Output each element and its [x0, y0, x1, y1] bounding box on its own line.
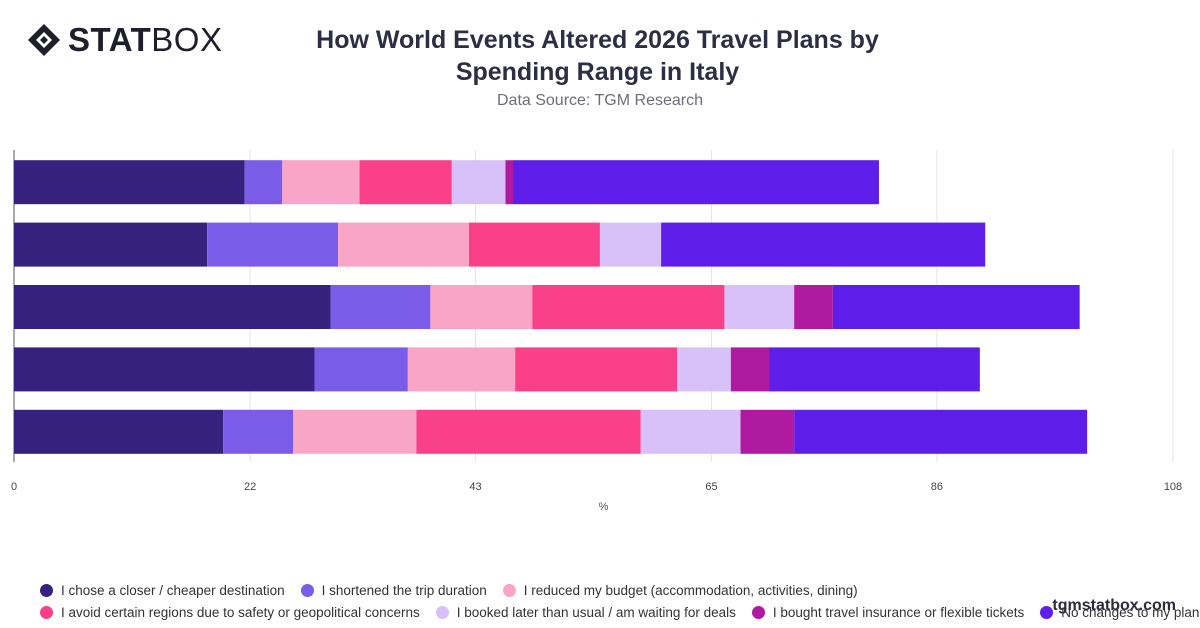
diamond-logo-icon: [28, 24, 60, 56]
chart-title-line-2: Spending Range in Italy: [455, 58, 740, 86]
legend-label: No changes to my plans: [1061, 604, 1200, 620]
chart-title-line-1: How World Events Altered 2026 Travel Pla…: [316, 26, 879, 54]
bar-segment-4: [359, 160, 452, 205]
legend-label: I reduced my budget (accommodation, acti…: [523, 582, 858, 598]
legend-item[interactable]: I bought travel insurance or flexible ti…: [751, 604, 1025, 620]
bar-segment-2: [314, 347, 408, 392]
legend-item[interactable]: I reduced my budget (accommodation, acti…: [502, 582, 858, 598]
bar-segment-7: [661, 222, 986, 267]
bar-segment-2: [207, 222, 339, 267]
bar-segment-6: [794, 285, 833, 329]
bar-segment-2: [223, 409, 294, 454]
x-tick-label: 86: [931, 481, 943, 493]
legend-item[interactable]: I avoid certain regions due to safety or…: [40, 605, 420, 620]
bar-segment-7: [794, 409, 1088, 454]
bar-segment-2: [244, 160, 283, 205]
bar-segment-7: [513, 160, 879, 205]
legend-dot-icon: [40, 605, 53, 619]
legend-dot-icon: [751, 605, 765, 619]
legend-label: I chose a closer / cheaper destination: [61, 582, 285, 598]
bar-segment-5: [677, 347, 731, 392]
legend-dot-icon: [435, 605, 449, 619]
bar-segment-3: [293, 409, 417, 454]
logo-text-box: BOX: [151, 21, 223, 58]
x-tick-label: 22: [244, 481, 256, 493]
bar-segment-5: [724, 285, 795, 329]
chart-title: How World Events Altered 2026 Travel Pla…: [250, 24, 945, 88]
bar-segment-7: [769, 347, 980, 392]
bar-segment-6: [740, 409, 795, 454]
bar-segment-5: [451, 160, 506, 205]
legend-label: I bought travel insurance or flexible ti…: [772, 604, 1025, 620]
bar-segment-3: [338, 222, 470, 267]
legend-item[interactable]: I booked later than usual / am waiting f…: [435, 604, 736, 620]
x-tick-label: 43: [469, 481, 481, 493]
legend-label: I avoid certain regions due to safety or…: [61, 604, 420, 620]
x-axis-label: %: [599, 501, 609, 513]
watermark: tgmstatbox.com: [1052, 597, 1176, 614]
bar-segment-4: [515, 347, 678, 392]
bar-segment-5: [640, 409, 741, 454]
legend-row: I avoid certain regions due to safety or…: [40, 601, 1200, 623]
bar-segment-4: [416, 409, 641, 454]
legend-label: I booked later than usual / am waiting f…: [456, 604, 736, 620]
legend-row: I chose a closer / cheaper destination I …: [40, 579, 1180, 601]
bar-segment-1: [14, 222, 208, 267]
legend-dot-icon: [502, 583, 516, 597]
bar-segment-7: [832, 285, 1080, 329]
bar-segment-6: [730, 347, 770, 392]
bar-segment-4: [532, 285, 725, 329]
bar-segment-1: [14, 409, 224, 454]
legend-dot-icon: [40, 583, 53, 597]
logo-text-stat: STAT: [68, 21, 152, 58]
bar-segment-5: [599, 222, 662, 267]
x-tick-label: 65: [705, 481, 717, 493]
legend-dot-icon: [300, 583, 314, 597]
bar-segment-2: [330, 285, 431, 329]
x-tick-label: 0: [11, 481, 17, 493]
bar-segment-1: [14, 285, 331, 329]
legend-item[interactable]: I shortened the trip duration: [300, 582, 487, 598]
x-tick-label: 108: [1164, 481, 1182, 493]
chart-legend: I chose a closer / cheaper destination I …: [40, 579, 1200, 623]
legend-dot-icon: [1040, 605, 1054, 619]
statbox-logo: STATBOX: [26, 22, 222, 58]
bar-segment-3: [282, 160, 360, 205]
stacked-bar-chart: 0 22 43 65 86 108%: [11, 150, 1182, 513]
legend-item[interactable]: I chose a closer / cheaper destination: [40, 583, 285, 598]
bar-segment-3: [430, 285, 533, 329]
bar-segment-6: [505, 160, 514, 205]
bar-segment-1: [14, 347, 315, 392]
bar-segment-3: [407, 347, 516, 392]
bar-segment-1: [14, 160, 245, 205]
legend-item[interactable]: No changes to my plans: [1040, 605, 1200, 620]
logo-text: STATBOX: [68, 22, 222, 58]
legend-label: I shortened the trip duration: [321, 582, 487, 598]
bar-segment-4: [469, 222, 600, 267]
chart-subtitle: Data Source: TGM Research: [496, 92, 703, 109]
